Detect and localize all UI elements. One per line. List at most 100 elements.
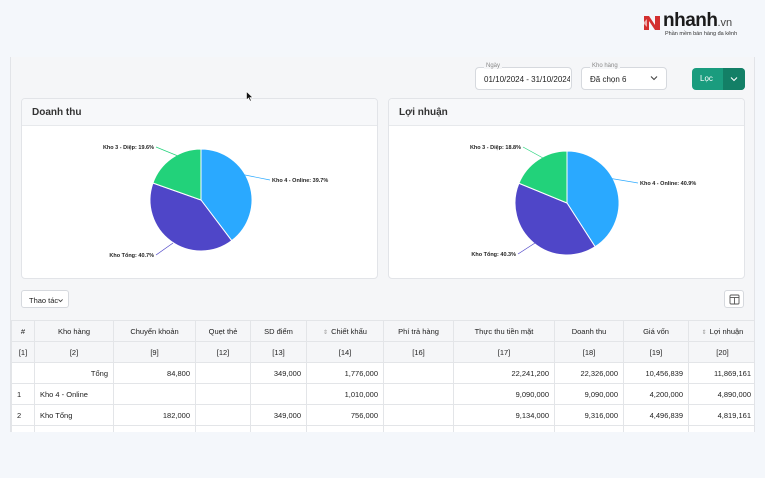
column-header-label: Chuyển khoản [130,326,179,336]
table-cell: Kho 4 - Online [34,383,114,405]
table-header-row: # Kho hàng Chuyển khoản Quẹt thẻ SD điểm ⇕ Chi… [11,320,754,342]
table-cell: 4,496,839 [623,404,689,426]
report-table: # Kho hàng Chuyển khoản Quẹt thẻ SD điểm ⇕ Chi… [11,320,754,432]
pie-slice[interactable] [149,182,233,252]
revenue-chart-title: Doanh thu [22,99,377,126]
actions-dropdown-label: Thao tác [29,296,59,305]
column-settings-button[interactable] [724,290,744,308]
table-cell [113,383,196,405]
table-cell: 182,000 [113,404,196,426]
table-cell: 9,134,000 [453,404,555,426]
column-header: Thực thu tiền mặt [453,320,555,342]
table-cell: 11,869,161 [688,362,754,384]
column-number: [16] [383,341,454,363]
pie-label-leader [522,146,544,159]
table-cell [195,383,251,405]
logo-mark-icon [643,16,660,30]
table-cell [195,425,251,432]
date-filter[interactable]: Ngày 01/10/2024 - 31/10/2024 [475,63,572,90]
table-cell [306,425,384,432]
table-cell: Tổng [34,362,114,384]
sort-icon[interactable]: ⇕ [323,329,329,336]
column-number: [19] [623,341,689,363]
table-cell: 9,316,000 [554,404,624,426]
pie-label-leader [517,242,536,255]
filter-dropdown-toggle[interactable] [723,68,745,90]
logo-tagline: Phần mềm bán hàng đa kênh [665,31,738,37]
chevron-down-icon [650,76,658,81]
pie-slice[interactable] [200,148,253,242]
table-row [11,425,754,432]
column-header[interactable]: ⇕ Chiết khấu [306,320,384,342]
pie-label-leader [239,173,271,181]
column-header-label: Chiết khấu [331,326,367,336]
column-header-label: Kho hàng [57,326,91,336]
profit-chart-card: Lợi nhuận Kho 4 - Online: 40.9% Kho Tổng:… [388,98,745,279]
warehouse-select-label: Kho hàng [590,63,620,69]
table-cell: 4,819,161 [688,404,754,426]
warehouse-select[interactable]: Kho hàng Đã chọn 6 [581,63,667,90]
revenue-chart-card: Doanh thu Kho 4 - Online: 39.7% Kho Tổng:… [21,98,378,279]
table-cell: 2 [11,404,35,426]
top-bar: nhanh.vn Phần mềm bán hàng đa kênh [0,0,765,57]
column-number: [17] [453,341,555,363]
sort-icon[interactable]: ⇕ [701,329,707,336]
column-header-label: Phí trả hàng [398,326,439,336]
column-header[interactable]: ⇕ Lợi nhuận [688,320,754,342]
warehouse-select-value: Đã chọn 6 [590,75,627,84]
column-number: [2] [34,341,114,363]
table-row: 1 Kho 4 - Online 1,010,000 9,090,000 9,090,0… [11,383,754,405]
pie-slice-label: Kho 3 - Diệp: 19.6% [103,145,154,151]
table-cell: 9,090,000 [554,383,624,405]
pie-slice-label: Kho Tổng: 40.3% [471,251,516,258]
table-cell [11,425,35,432]
column-header-label: Doanh thu [571,326,607,336]
table-cell [383,383,454,405]
table-cell: 10,456,839 [623,362,689,384]
nhanh-logo[interactable]: nhanh.vn Phần mềm bán hàng đa kênh [641,10,751,40]
table-cell [623,425,689,432]
column-header-label: Quẹt thẻ [208,326,238,336]
pie-slice-label: Kho 3 - Diệp: 18.8% [470,145,521,151]
column-header: Kho hàng [34,320,114,342]
table-cell: 22,326,000 [554,362,624,384]
column-number: [14] [306,341,384,363]
profit-pie-chart: Kho 4 - Online: 40.9% Kho Tổng: 40.3% Kho … [470,145,696,258]
table-cell: 349,000 [250,362,307,384]
table-cell: 1 [11,383,35,405]
actions-dropdown[interactable]: Thao tác [21,290,69,308]
pie-slice[interactable] [514,182,596,256]
column-number: [9] [113,341,196,363]
table-cell [688,425,754,432]
table-cell: Kho Tổng [34,404,114,426]
date-filter-value: 01/10/2024 - 31/10/2024 [484,75,570,84]
pie-slice[interactable] [518,150,568,204]
table-cell [11,362,35,384]
table-cell: 9,090,000 [453,383,555,405]
profit-chart-title: Lợi nhuận [389,99,744,126]
table-cell [383,362,454,384]
column-header: # [11,320,35,342]
table-cell [453,425,555,432]
column-header-label: Giá vốn [643,326,669,336]
column-header: Chuyển khoản [113,320,196,342]
columns-icon [729,294,740,305]
table-cell [195,362,251,384]
column-number-row: [1] [2] [9] [12] [13] [14] [16] [17] [18] [19] [20… [11,341,754,363]
pie-slice[interactable] [152,148,202,201]
chevron-down-icon [58,299,63,303]
table-cell: 22,241,200 [453,362,555,384]
table-cell [113,425,196,432]
table-cell: 1,010,000 [306,383,384,405]
table-cell: 4,890,000 [688,383,754,405]
table-cell: 349,000 [250,404,307,426]
column-header: Doanh thu [554,320,624,342]
column-header-label: Lợi nhuận [709,326,744,336]
table-cell [383,404,454,426]
pie-slice-label: Kho Tổng: 40.7% [109,252,154,259]
filter-submit-button[interactable]: Lọc [692,68,745,90]
table-cell [250,383,307,405]
table-cell [554,425,624,432]
column-number: [13] [250,341,307,363]
column-header-label: SD điểm [264,326,293,336]
